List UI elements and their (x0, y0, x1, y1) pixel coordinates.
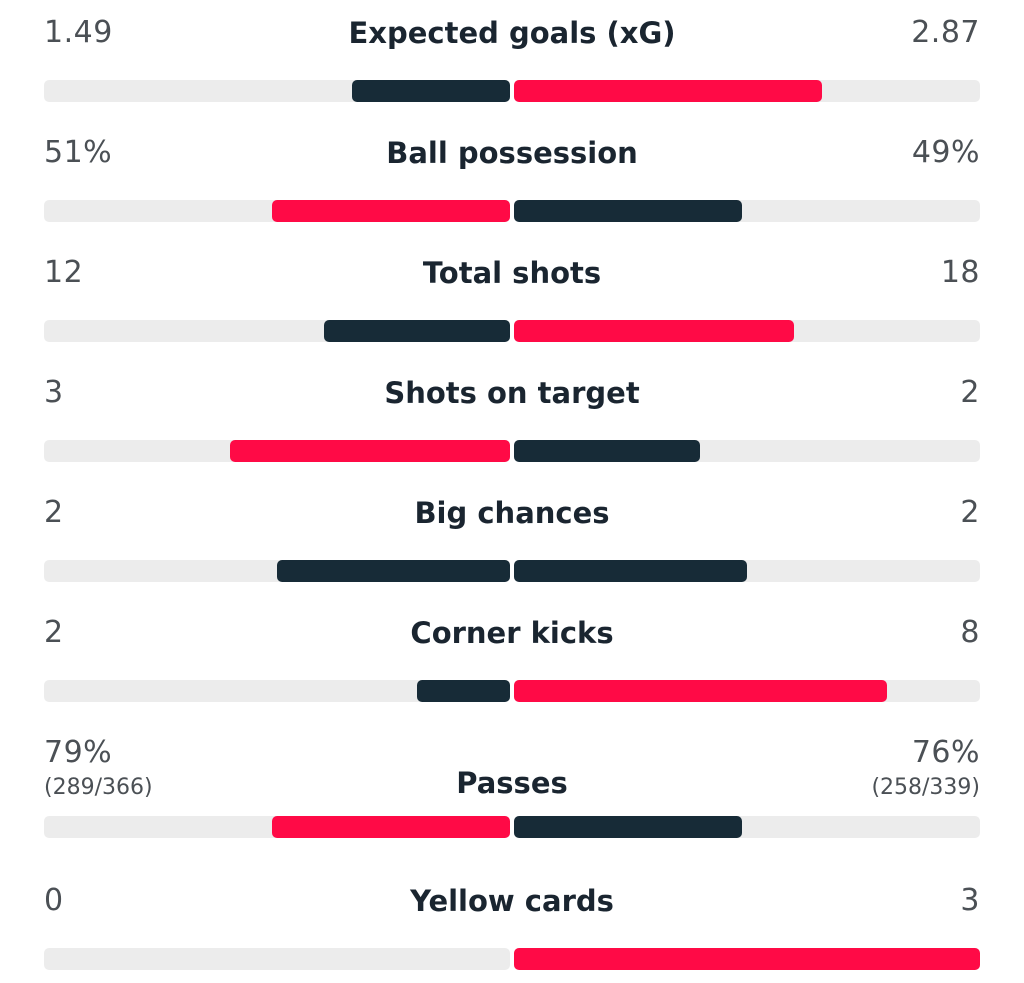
away-bar-track (514, 440, 980, 462)
home-bar (230, 440, 510, 462)
away-value: 3 (960, 883, 980, 918)
home-bar-track (44, 816, 510, 838)
away-value: 2 (960, 495, 980, 530)
home-value: 2 (44, 615, 64, 650)
stat-label: Shots on target (384, 376, 640, 410)
home-value: 3 (44, 375, 64, 410)
stat-label: Big chances (414, 496, 610, 530)
stat-row-shots-on-target: 3 Shots on target 2 (44, 374, 980, 474)
home-bar-track (44, 200, 510, 222)
away-value: 2.87 (911, 15, 980, 50)
stat-label: Passes (456, 766, 568, 800)
away-bar (514, 200, 743, 222)
home-bar-track (44, 440, 510, 462)
home-value: 51% (44, 135, 113, 170)
home-bar-track (44, 680, 510, 702)
stat-label: Ball possession (386, 136, 638, 170)
away-sub-value: (258/339) (871, 775, 980, 800)
away-bar-track (514, 560, 980, 582)
home-value: 79% (44, 735, 113, 770)
away-value: 76% (911, 735, 980, 770)
away-value: 49% (911, 135, 980, 170)
away-value: 2 (960, 375, 980, 410)
away-bar-track (514, 948, 980, 970)
stat-row-expected-goals: 1.49 Expected goals (xG) 2.87 (44, 14, 980, 114)
stat-label: Yellow cards (410, 884, 614, 918)
home-bar-track (44, 320, 510, 342)
home-bar (416, 680, 510, 702)
home-bar (351, 80, 510, 102)
away-bar-track (514, 200, 980, 222)
home-value: 12 (44, 255, 84, 290)
away-bar (514, 560, 747, 582)
stat-row-yellow-cards: 0 Yellow cards 3 (44, 882, 980, 982)
home-bar (272, 200, 510, 222)
away-bar-track (514, 816, 980, 838)
stat-row-big-chances: 2 Big chances 2 (44, 494, 980, 594)
home-bar (272, 816, 510, 838)
stat-row-total-shots: 12 Total shots 18 (44, 254, 980, 354)
home-value: 1.49 (44, 15, 113, 50)
stat-label: Expected goals (xG) (348, 16, 676, 50)
home-value: 2 (44, 495, 64, 530)
stat-label: Corner kicks (410, 616, 614, 650)
away-value: 8 (960, 615, 980, 650)
home-bar (277, 560, 510, 582)
away-bar (514, 440, 701, 462)
stat-row-passes: 79% (289/366) Passes 76% (258/339) (44, 734, 980, 838)
away-bar (514, 320, 794, 342)
away-bar-track (514, 680, 980, 702)
home-bar (323, 320, 510, 342)
home-sub-value: (289/366) (44, 775, 153, 800)
away-bar (514, 948, 980, 970)
home-value: 0 (44, 883, 64, 918)
away-bar (514, 680, 887, 702)
away-bar-track (514, 80, 980, 102)
stat-row-corner-kicks: 2 Corner kicks 8 (44, 614, 980, 714)
home-bar-track (44, 80, 510, 102)
away-bar (514, 816, 743, 838)
away-bar (514, 80, 822, 102)
stat-label: Total shots (422, 256, 602, 290)
away-bar-track (514, 320, 980, 342)
stat-row-ball-possession: 51% Ball possession 49% (44, 134, 980, 234)
away-value: 18 (940, 255, 980, 290)
home-bar-track (44, 560, 510, 582)
home-bar-track (44, 948, 510, 970)
